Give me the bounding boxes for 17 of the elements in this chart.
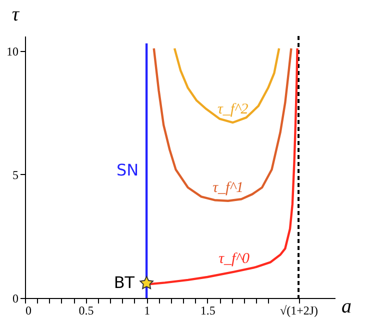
series-label: τ_f^0: [218, 250, 250, 267]
y-tick-label: 10: [6, 44, 18, 58]
x-tick-label: √(1+2J): [280, 304, 318, 318]
x-tick-label: 1.5: [200, 304, 216, 318]
y-axis-title: τ: [12, 4, 20, 26]
series-label: SN: [116, 160, 139, 180]
y-tick-label: 5: [12, 168, 18, 182]
x-axis-title: a: [342, 296, 352, 318]
x-tick-label: 1: [144, 304, 150, 318]
line-series: [152, 47, 292, 202]
series-label: τ_f^2: [217, 102, 249, 118]
y-tick-label: 0: [12, 292, 18, 306]
x-tick-label: 0: [26, 304, 32, 318]
series-label: BT: [114, 273, 135, 292]
line-series: [173, 47, 280, 124]
x-tick-label: 0.5: [78, 304, 94, 318]
series-label: τ_f^1: [212, 180, 244, 196]
